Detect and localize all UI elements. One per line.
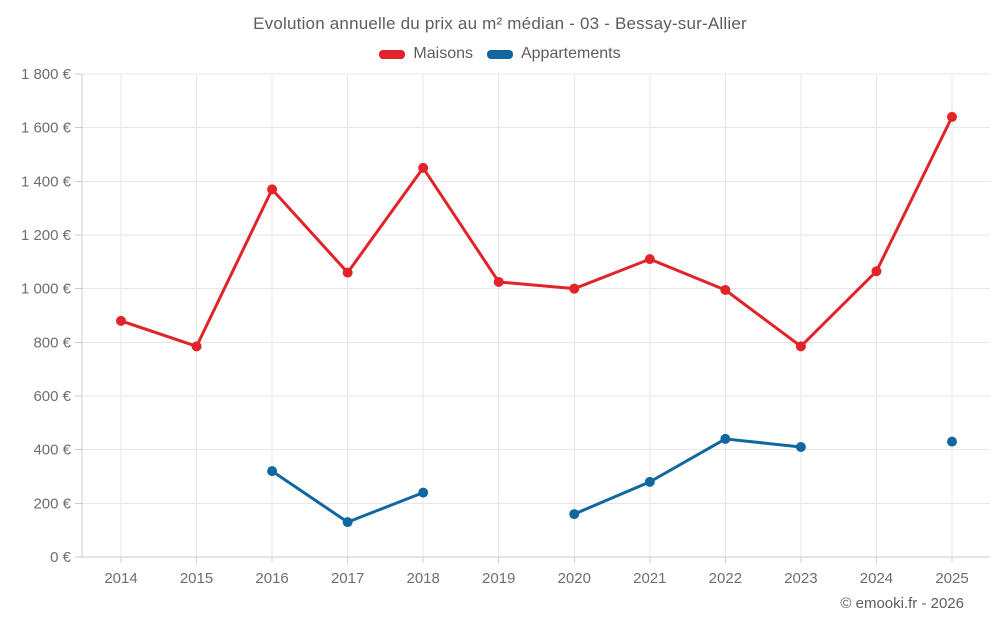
copyright-credit: © emooki.fr - 2026 [840,595,964,612]
legend-item-maisons[interactable]: Maisons [379,45,473,63]
x-tick-label: 2018 [406,570,439,587]
legend-label-appartements: Appartements [520,45,621,62]
point-maisons-2024[interactable] [871,266,882,277]
x-tick-label: 2024 [860,570,893,587]
x-tick-label: 2015 [180,570,213,587]
y-tick-label: 600 € [33,388,71,405]
point-maisons-2019[interactable] [493,276,504,287]
y-tick-label: 1 600 € [21,120,72,137]
legend-item-appartements[interactable]: Appartements [486,45,621,63]
point-maisons-2018[interactable] [418,162,429,173]
y-tick-label: 1 200 € [21,227,72,244]
y-tick-label: 1 400 € [21,173,72,190]
point-appartements-2018[interactable] [418,487,429,498]
legend-swatch-appartements [486,49,513,59]
point-maisons-2025[interactable] [947,111,957,122]
point-appartements-2021[interactable] [644,476,655,487]
x-tick-label: 2023 [784,570,817,587]
point-appartements-2025[interactable] [947,436,957,447]
line-appartements [572,437,803,516]
y-tick-label: 800 € [33,334,71,351]
point-maisons-2021[interactable] [644,254,655,265]
point-appartements-2020[interactable] [569,509,580,520]
point-appartements-2017[interactable] [342,517,353,528]
chart-title: Evolution annuelle du prix au m² médian … [253,14,747,33]
point-maisons-2022[interactable] [720,285,731,296]
x-tick-label: 2016 [255,570,288,587]
legend-swatch-maisons [379,49,406,59]
x-tick-label: 2022 [709,570,742,587]
point-appartements-2023[interactable] [795,441,806,452]
point-maisons-2016[interactable] [267,184,278,195]
point-appartements-2016[interactable] [267,466,278,477]
y-tick-label: 1 800 € [21,66,72,83]
line-maisons [119,115,954,348]
x-tick-label: 2017 [331,570,364,587]
x-tick-label: 2021 [633,570,666,587]
y-tick-label: 400 € [33,442,71,459]
y-tick-label: 200 € [33,495,71,512]
x-tick-label: 2020 [558,570,591,587]
legend: Maisons Appartements [0,45,1000,63]
x-tick-label: 2019 [482,570,515,587]
point-maisons-2023[interactable] [795,341,806,352]
point-maisons-2017[interactable] [342,267,353,278]
y-tick-label: 1 000 € [21,281,72,298]
point-appartements-2022[interactable] [720,433,731,444]
legend-label-maisons: Maisons [413,45,473,62]
point-maisons-2014[interactable] [116,315,126,326]
x-tick-label: 2025 [935,570,968,587]
point-maisons-2015[interactable] [191,341,202,352]
point-maisons-2020[interactable] [569,283,580,294]
y-tick-label: 0 € [50,549,72,566]
x-tick-label: 2014 [104,570,137,587]
